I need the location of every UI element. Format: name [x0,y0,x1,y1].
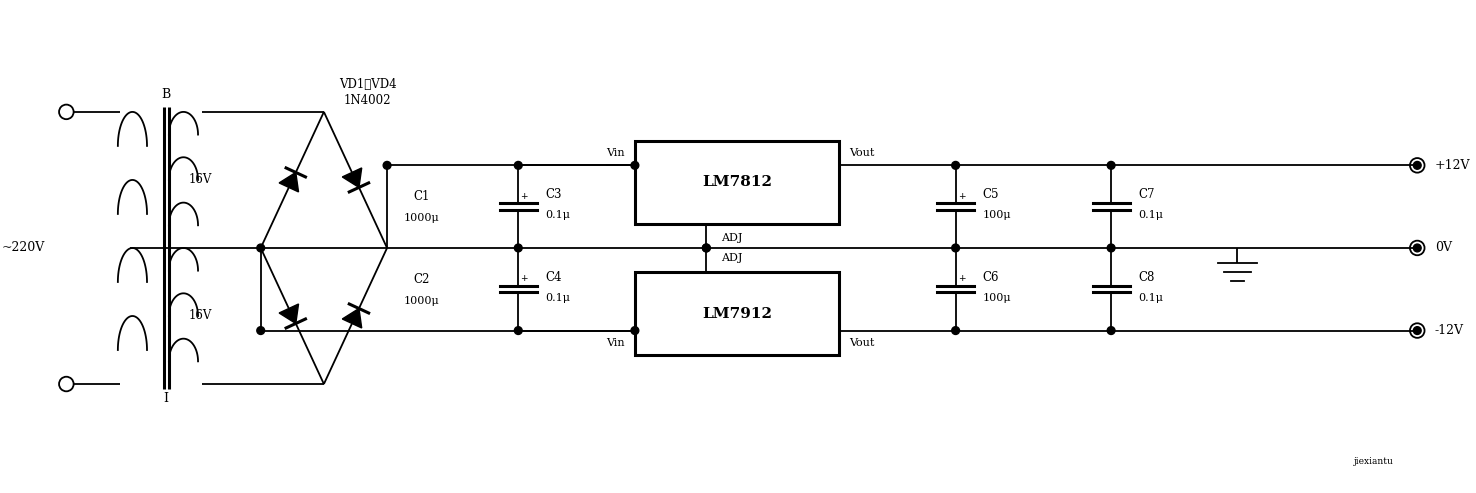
Bar [635,141,838,224]
Text: C5: C5 [983,188,999,202]
Circle shape [632,162,639,169]
Text: jiexiantu: jiexiantu [1353,458,1393,466]
Text: ADJ: ADJ [720,253,742,263]
Text: VD1〜VD4: VD1〜VD4 [339,78,397,91]
Polygon shape [279,304,298,323]
Circle shape [952,244,959,252]
Text: Vin: Vin [607,338,626,348]
Bar [635,272,838,355]
Circle shape [1107,162,1114,169]
Text: 1000μ: 1000μ [403,296,438,306]
Text: 0.1μ: 0.1μ [546,293,571,303]
Text: 1N4002: 1N4002 [344,94,391,106]
Text: 16V: 16V [189,174,213,186]
Text: C3: C3 [546,188,562,202]
Text: LM7812: LM7812 [703,176,772,189]
Text: ADJ: ADJ [720,233,742,243]
Text: C2: C2 [413,273,430,286]
Text: -12V: -12V [1435,324,1464,337]
Circle shape [384,162,391,169]
Text: 0.1μ: 0.1μ [546,211,571,220]
Text: 16V: 16V [189,310,213,322]
Circle shape [952,162,959,169]
Circle shape [514,162,523,169]
Circle shape [1414,327,1421,334]
Text: I: I [162,392,168,405]
Polygon shape [279,173,298,192]
Polygon shape [342,168,362,187]
Polygon shape [342,309,362,328]
Text: 100μ: 100μ [983,293,1011,303]
Text: Vout: Vout [849,338,874,348]
Text: +: + [521,192,528,201]
Text: C7: C7 [1138,188,1154,202]
Circle shape [257,244,264,252]
Text: 100μ: 100μ [983,211,1011,220]
Text: Vin: Vin [607,148,626,158]
Text: B: B [161,88,170,101]
Circle shape [703,244,710,252]
Circle shape [632,327,639,334]
Circle shape [514,244,523,252]
Text: ~220V: ~220V [1,242,44,254]
Text: 0V: 0V [1435,242,1452,254]
Text: 0.1μ: 0.1μ [1138,293,1163,303]
Circle shape [703,244,710,252]
Text: 1000μ: 1000μ [403,213,438,223]
Text: +: + [521,274,528,283]
Text: C8: C8 [1138,271,1154,284]
Circle shape [257,327,264,334]
Text: C4: C4 [546,271,562,284]
Circle shape [1414,244,1421,252]
Circle shape [1107,244,1114,252]
Text: C1: C1 [413,190,430,204]
Text: +: + [958,192,965,201]
Text: +: + [958,274,965,283]
Text: 0.1μ: 0.1μ [1138,211,1163,220]
Text: Vout: Vout [849,148,874,158]
Circle shape [514,327,523,334]
Circle shape [952,327,959,334]
Circle shape [1107,327,1114,334]
Text: +12V: +12V [1435,159,1470,172]
Text: C6: C6 [983,271,999,284]
Circle shape [1414,162,1421,169]
Text: LM7912: LM7912 [703,307,772,320]
